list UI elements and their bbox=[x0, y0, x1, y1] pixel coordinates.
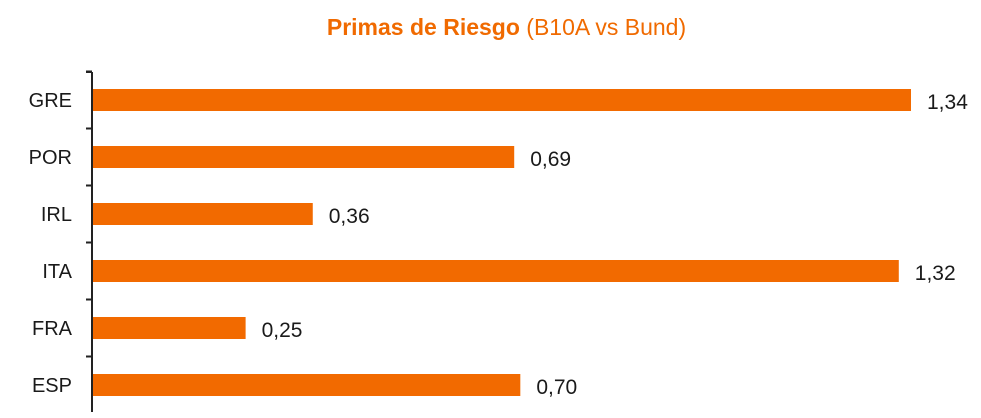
chart-subtitle: (B10A vs Bund) bbox=[526, 14, 687, 40]
bar-gre bbox=[93, 89, 911, 111]
value-label-por: 0,69 bbox=[530, 148, 571, 171]
value-label-esp: 0,70 bbox=[536, 376, 577, 399]
chart-title-main: Primas de Riesgo bbox=[326, 14, 520, 40]
category-label-gre: GRE bbox=[29, 90, 72, 112]
value-label-gre: 1,34 bbox=[927, 91, 968, 114]
bar-por bbox=[93, 146, 515, 168]
labels: GRE 1,34 POR 0,69 IRL 0,36 ITA 1,32 FRA 0,25 ESP 0,… bbox=[29, 90, 969, 399]
value-label-irl: 0,36 bbox=[329, 205, 370, 228]
category-label-fra: FRA bbox=[32, 318, 73, 340]
y-axis bbox=[86, 70, 93, 412]
category-label-esp: ESP bbox=[32, 375, 72, 397]
bar-fra bbox=[93, 317, 246, 339]
category-label-ita: ITA bbox=[42, 261, 72, 283]
bar-ita bbox=[93, 260, 899, 282]
bar-irl bbox=[93, 203, 313, 225]
category-label-por: POR bbox=[29, 147, 72, 169]
value-label-ita: 1,32 bbox=[915, 262, 956, 285]
bars bbox=[93, 89, 911, 396]
value-label-fra: 0,25 bbox=[262, 319, 303, 342]
chart-title: Primas de Riesgo (B10A vs Bund) bbox=[0, 14, 981, 41]
bar-esp bbox=[93, 374, 521, 396]
category-label-irl: IRL bbox=[41, 204, 72, 226]
